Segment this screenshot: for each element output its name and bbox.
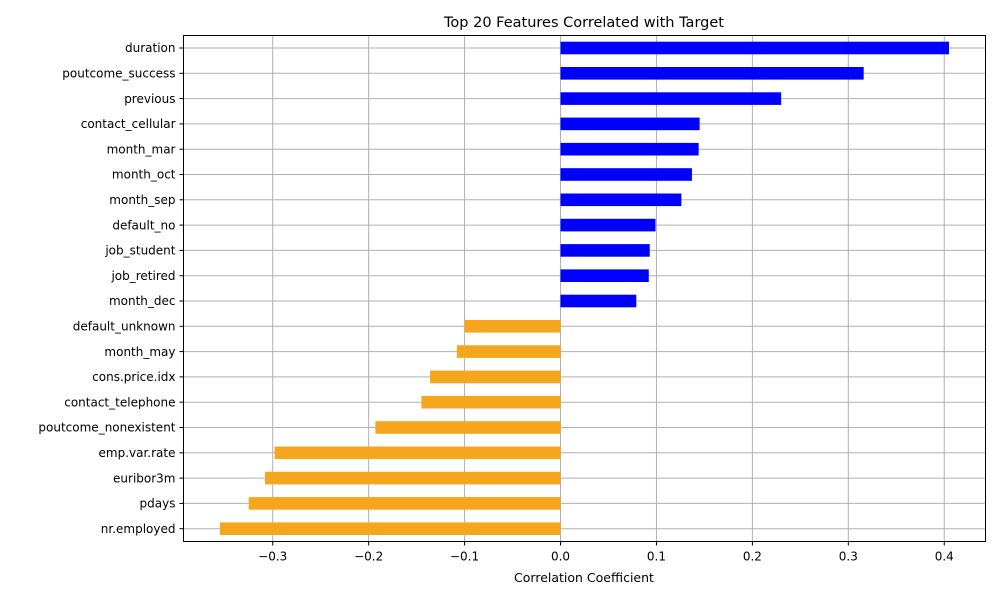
y-tick-label: month_mar [107, 142, 176, 156]
x-tick-label: 0.1 [647, 550, 666, 564]
chart-title: Top 20 Features Correlated with Target [443, 15, 724, 31]
y-tick-label: cons.price.idx [92, 370, 175, 384]
y-axis: duration poutcome_success previous contact_… [38, 41, 184, 536]
bar-pdays [248, 497, 561, 510]
bar-month-may [456, 345, 561, 358]
bar-job-student [560, 244, 650, 257]
bar-poutcome-success [560, 67, 864, 80]
bar-default-no [560, 218, 656, 232]
x-tick-label: −0.3 [258, 550, 287, 564]
y-tick-label: emp.var.rate [99, 446, 176, 460]
bar-previous [560, 92, 782, 105]
y-tick-label: month_may [104, 345, 175, 359]
y-tick-label: month_sep [109, 193, 175, 207]
bar-job-retired [560, 269, 649, 282]
plot-frame [183, 35, 986, 542]
bar-cons-price-idx [430, 370, 561, 384]
x-tick-label: −0.2 [354, 550, 383, 564]
y-tick-label: contact_telephone [64, 395, 175, 409]
bar-nr-employed [219, 522, 561, 535]
bar-contact-telephone [421, 395, 561, 409]
y-tick-label: euribor3m [113, 471, 175, 485]
bar-month-mar [560, 142, 699, 156]
bar-euribor3m [265, 471, 561, 485]
grid [183, 35, 986, 542]
bar-duration [560, 41, 950, 55]
x-axis-label: Correlation Coefficient [514, 570, 654, 585]
y-tick-label: duration [125, 41, 176, 55]
bar-month-dec [560, 294, 637, 308]
bar-month-oct [560, 168, 692, 181]
bars [219, 41, 950, 535]
x-tick-label: 0.3 [839, 550, 858, 564]
y-tick-label: contact_cellular [81, 117, 176, 131]
bar-month-sep [560, 193, 682, 207]
y-tick-label: nr.employed [101, 522, 176, 536]
x-tick-label: −0.1 [450, 550, 479, 564]
y-tick-label: default_unknown [73, 320, 176, 334]
y-tick-label: default_no [112, 218, 175, 232]
y-tick-label: job_retired [110, 269, 175, 283]
x-tick-label: 0.4 [935, 550, 954, 564]
bar-poutcome-nonexistent [375, 421, 561, 434]
y-tick-label: job_student [104, 244, 175, 258]
x-axis: −0.3 −0.2 −0.1 0.0 0.1 0.2 0.3 0.4 [258, 541, 954, 564]
x-tick-label: 0.2 [743, 550, 762, 564]
y-tick-label: poutcome_success [62, 67, 175, 81]
y-tick-label: previous [124, 92, 175, 106]
y-tick-label: month_oct [112, 168, 176, 182]
y-tick-label: poutcome_nonexistent [38, 421, 175, 435]
bar-default-unknown [464, 320, 561, 333]
y-tick-label: month_dec [109, 294, 176, 308]
bar-contact-cellular [560, 117, 700, 131]
y-tick-label: pdays [140, 497, 176, 511]
x-tick-label: 0.0 [551, 550, 570, 564]
bar-emp-var-rate [274, 446, 561, 460]
